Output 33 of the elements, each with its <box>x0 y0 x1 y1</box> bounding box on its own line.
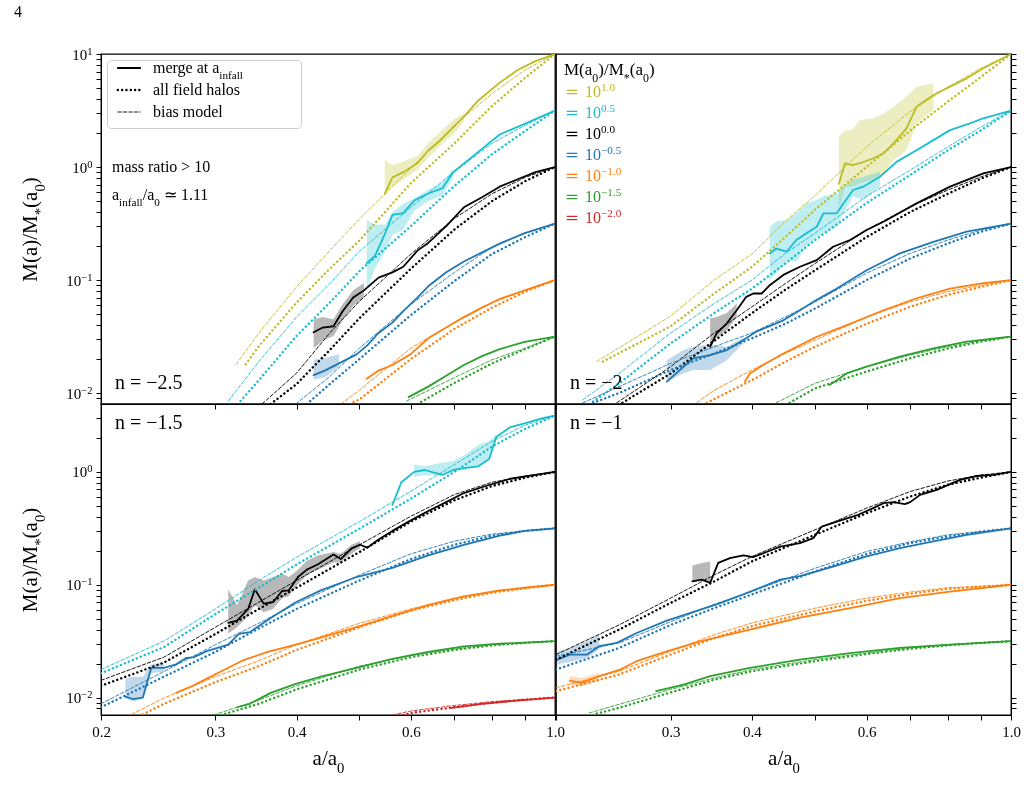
x-tick-label: 0.6 <box>857 723 877 740</box>
text: 4 <box>14 3 22 20</box>
annotation: n = −1 <box>570 411 623 433</box>
y-tick-label: 10$^{−1}$ <box>66 271 93 289</box>
y-tick-label: 10$^{1}$ <box>72 45 93 63</box>
x-axis-title: a/a$_{0}$ <box>768 745 800 776</box>
annotation: a$_{infall}$/a$_{0}$ ≃ 1.11 <box>112 186 209 208</box>
legend-label: 10$^{−2.0}$ <box>585 207 622 226</box>
x-axis-title: a/a$_{0}$ <box>312 745 345 776</box>
x-tick-label: 1.0 <box>1002 723 1021 740</box>
y-tick-label: 10$^{0}$ <box>72 158 93 176</box>
x-tick-label: 0.6 <box>402 723 422 740</box>
legend-label: 10$^{0.0}$ <box>585 123 616 142</box>
legend-label: all field halos <box>153 81 241 98</box>
y-tick-label: 10$^{−1}$ <box>66 575 93 594</box>
x-tick-label: 0.4 <box>287 723 307 740</box>
legend-label: bias model <box>153 103 224 120</box>
y-tick-label: 10$^{−2}$ <box>66 384 93 402</box>
x-tick-label: 1.0 <box>546 723 565 740</box>
y-tick-label: 10$^{−2}$ <box>66 688 93 707</box>
annotation: n = −2.5 <box>115 371 183 393</box>
x-tick-label: 0.3 <box>206 723 226 740</box>
x-tick-label: 0.2 <box>92 723 111 740</box>
legend-label: 10$^{0.5}$ <box>585 102 616 121</box>
legend-label: merge at a$_{infall}$ <box>153 59 243 81</box>
legend-label: 10$^{−1.5}$ <box>585 186 622 205</box>
annotation: mass ratio > 10 <box>112 158 211 175</box>
legend-label: 10$^{−0.5}$ <box>585 144 622 163</box>
x-tick-label: 0.4 <box>743 723 763 740</box>
annotation: n = −1.5 <box>115 411 183 433</box>
x-tick-label: 0.3 <box>661 723 681 740</box>
y-tick-label: 10$^{0}$ <box>72 462 93 481</box>
legend-label: 10$^{−1.0}$ <box>585 165 622 184</box>
